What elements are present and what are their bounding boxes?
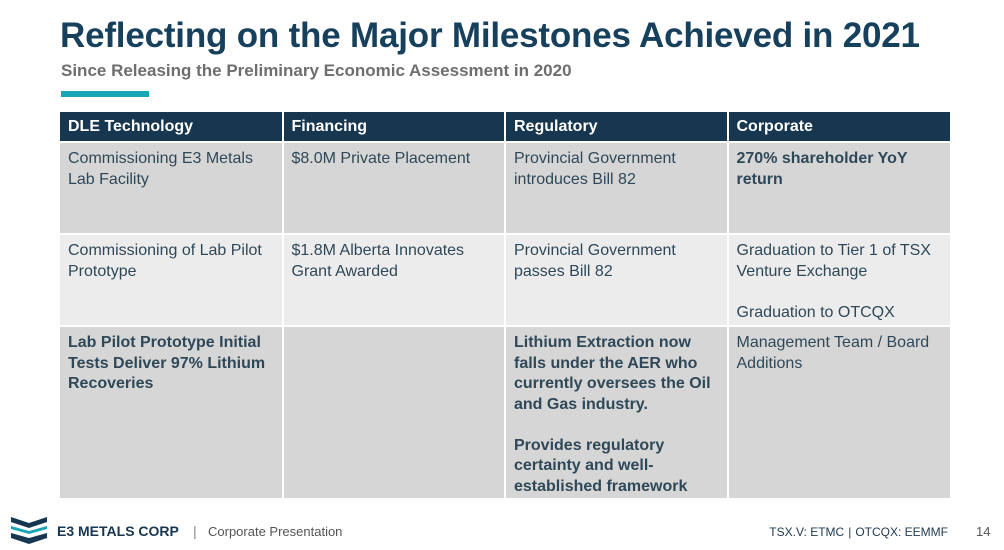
cell-corporate: 270% shareholder YoY return: [726, 141, 950, 234]
milestones-table: DLE Technology Financing Regulatory Corp…: [60, 112, 950, 498]
corporate-item: Graduation to OTCQX: [736, 303, 895, 321]
cell-financing: $8.0M Private Placement: [281, 141, 505, 234]
page-number: 14: [976, 524, 991, 539]
cell-dle: Lab Pilot Prototype Initial Tests Delive…: [60, 325, 283, 498]
header-dle-technology: DLE Technology: [60, 112, 283, 142]
cell-financing: [281, 325, 505, 498]
ticker-separator: |: [848, 525, 852, 539]
cell-dle: Commissioning E3 Metals Lab Facility: [60, 141, 283, 234]
ticker-tsx: TSX.V: ETMC: [769, 525, 845, 539]
table-row: Lab Pilot Prototype Initial Tests Delive…: [60, 325, 950, 498]
slide-title: Reflecting on the Major Milestones Achie…: [60, 16, 920, 55]
table-row: Commissioning E3 Metals Lab Facility $8.…: [60, 141, 950, 234]
table-row: Commissioning of Lab Pilot Prototype $1.…: [60, 233, 950, 326]
cell-financing: $1.8M Alberta Innovates Grant Awarded: [281, 233, 505, 326]
cell-regulatory: Provincial Government passes Bill 82: [504, 233, 728, 326]
footer-separator: |: [193, 523, 197, 539]
slide-subtitle: Since Releasing the Preliminary Economic…: [61, 61, 572, 80]
accent-bar: [61, 91, 149, 97]
footer-presentation-label: Corporate Presentation: [208, 524, 343, 539]
ticker-otc: OTCQX: EEMMF: [855, 525, 948, 539]
footer-company-name: E3 METALS CORP: [57, 523, 179, 539]
cell-corporate: Management Team / Board Additions: [726, 325, 950, 498]
header-financing: Financing: [281, 112, 505, 142]
header-regulatory: Regulatory: [504, 112, 728, 142]
cell-regulatory: Provincial Government introduces Bill 82: [504, 141, 728, 234]
cell-regulatory: Lithium Extraction now falls under the A…: [504, 325, 728, 498]
e3-logo-icon: [11, 517, 47, 544]
regulatory-item: Lithium Extraction now falls under the A…: [514, 334, 711, 413]
regulatory-item: Provides regulatory certainty and well-e…: [514, 436, 688, 495]
footer-tickers: TSX.V: ETMC | OTCQX: EEMMF: [769, 525, 948, 539]
corporate-item: Graduation to Tier 1 of TSX Venture Exch…: [736, 242, 931, 280]
table-header-row: DLE Technology Financing Regulatory Corp…: [60, 112, 950, 142]
header-corporate: Corporate: [726, 112, 950, 142]
cell-corporate: Graduation to Tier 1 of TSX Venture Exch…: [726, 233, 950, 326]
cell-dle: Commissioning of Lab Pilot Prototype: [60, 233, 283, 326]
